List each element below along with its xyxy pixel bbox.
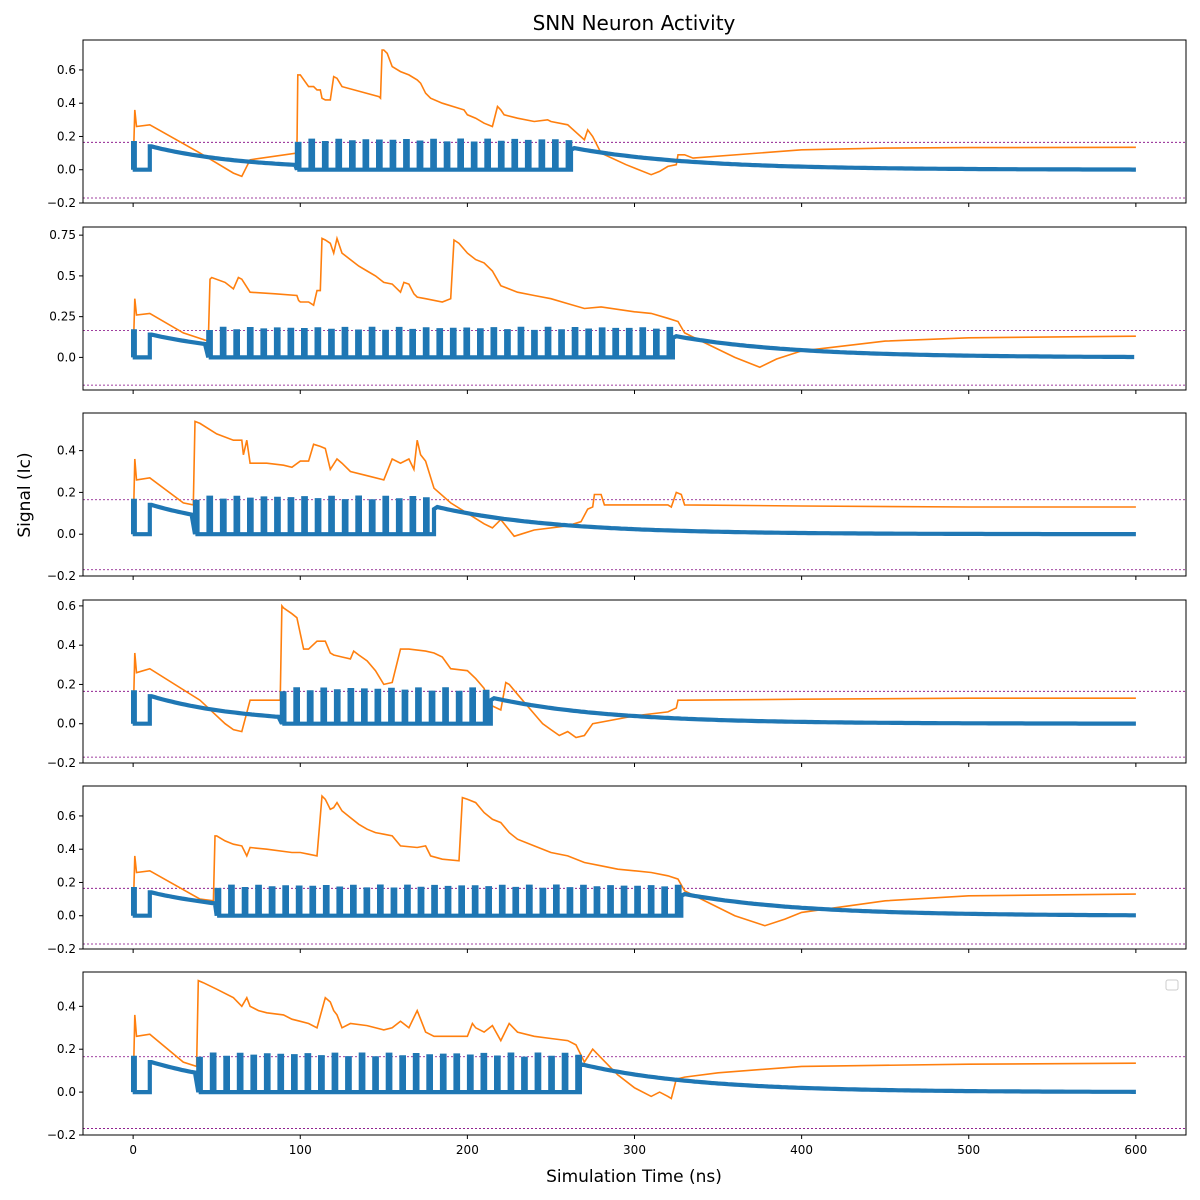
y-tick-label: 0.6 (57, 63, 76, 77)
y-tick-label: 0.0 (57, 717, 76, 731)
series-blue-line (131, 884, 1136, 918)
chart-title: SNN Neuron Activity (533, 11, 736, 35)
x-tick-label: 0 (129, 1143, 137, 1157)
y-tick-label: −0.2 (47, 196, 76, 210)
series-blue-line (131, 1052, 1136, 1095)
panel: −0.2 0.0 0.2 0.4 0.6 (47, 599, 1187, 770)
panel-background (83, 972, 1186, 1135)
y-tick-label: 0.2 (57, 677, 76, 691)
y-tick-label: 0.4 (57, 842, 76, 856)
panel: −0.2 0.0 0.2 0.4 0 100 200 300 400 500 600 (47, 971, 1187, 1157)
y-tick-label: −0.2 (47, 942, 76, 956)
y-tick-label: 0.2 (57, 129, 76, 143)
y-tick-label: 0.4 (57, 444, 76, 458)
series-blue-line (131, 138, 1136, 172)
panel: 0.0 0.25 0.5 0.75 (49, 226, 1187, 394)
y-tick-label: −0.2 (47, 756, 76, 770)
y-tick-label: 0.5 (57, 269, 76, 283)
x-axis-label: Simulation Time (ns) (546, 1167, 722, 1187)
x-tick-label: 300 (623, 1143, 646, 1157)
series-orange-line (132, 420, 1136, 538)
x-tick-label: 600 (1124, 1143, 1147, 1157)
x-tick-label: 100 (289, 1143, 312, 1157)
y-tick-label: 0.2 (57, 875, 76, 889)
y-axis-label: Signal (Ic) (15, 452, 35, 537)
x-tick-label: 200 (456, 1143, 479, 1157)
panel-background (83, 227, 1186, 390)
y-tick-label: 0.0 (57, 1085, 76, 1099)
series-orange-line (132, 49, 1136, 178)
y-tick-label: −0.2 (47, 1128, 76, 1142)
y-tick-label: 0.0 (57, 909, 76, 923)
series-orange-line (132, 794, 1136, 927)
series-orange-line (132, 979, 1136, 1100)
y-tick-label: 0.2 (57, 1042, 76, 1056)
panel: −0.2 0.0 0.2 0.4 (47, 412, 1187, 583)
series-orange-line (132, 603, 1136, 739)
panel: −0.2 0.0 0.2 0.4 0.6 (47, 39, 1187, 210)
y-tick-label: 0.4 (57, 638, 76, 652)
y-tick-label: 0.4 (57, 96, 76, 110)
panel-background (83, 413, 1186, 576)
panel-background (83, 600, 1186, 763)
y-tick-label: 0.0 (57, 350, 76, 364)
panel-background (83, 786, 1186, 949)
y-tick-label: 0.0 (57, 163, 76, 177)
y-tick-label: 0.2 (57, 485, 76, 499)
y-tick-label: 0.25 (49, 310, 76, 324)
panels: −0.2 0.0 0.2 0.4 0.6 0.0 0.25 0.5 0.75 −0.2 0.0 0.2… (47, 39, 1187, 1157)
y-tick-label: 0.0 (57, 527, 76, 541)
series-blue-line (131, 326, 1135, 360)
y-tick-label: 0.6 (57, 809, 76, 823)
x-tick-label: 500 (957, 1143, 980, 1157)
series-orange-line (132, 235, 1136, 369)
panel-background (83, 40, 1186, 203)
legend-box (1165, 979, 1179, 991)
series-blue-line (131, 687, 1136, 726)
panel: −0.2 0.0 0.2 0.4 0.6 (47, 785, 1187, 956)
y-tick-label: 0.4 (57, 999, 76, 1013)
series-blue-line (131, 495, 1136, 537)
x-tick-label: 400 (790, 1143, 813, 1157)
y-tick-label: 0.6 (57, 599, 76, 613)
y-tick-label: 0.75 (49, 228, 76, 242)
y-tick-label: −0.2 (47, 569, 76, 583)
